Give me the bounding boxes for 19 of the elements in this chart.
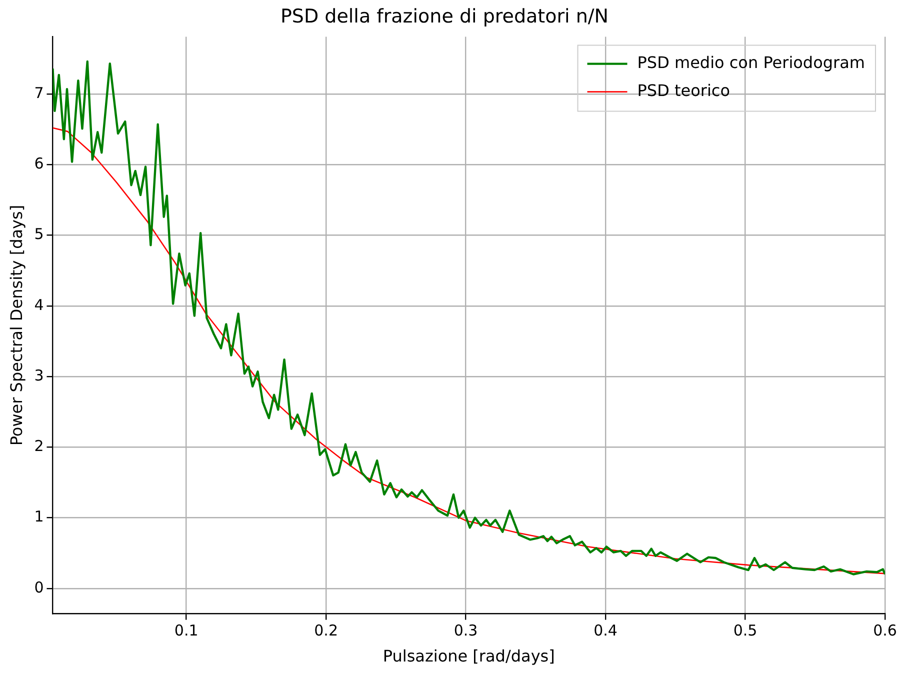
- y-axis-title: Power Spectral Density [days]: [6, 204, 26, 446]
- y-tick-label: 2: [34, 437, 44, 456]
- y-tick-label: 6: [34, 154, 44, 173]
- legend-label: PSD teorico: [637, 80, 730, 100]
- x-tick-label: 0.5: [733, 622, 758, 640]
- y-tick-label: 4: [34, 296, 44, 314]
- x-tick-label: 0.6: [873, 622, 897, 640]
- chart-title: PSD della frazione di predatori n/N: [280, 5, 609, 28]
- y-tick-label: 0: [34, 578, 44, 596]
- x-tick-label: 0.2: [314, 622, 338, 640]
- x-tick-label: 0.4: [594, 622, 618, 640]
- y-tick-label: 3: [34, 366, 44, 384]
- y-tick-label: 5: [34, 225, 44, 244]
- y-tick-label: 1: [34, 508, 44, 526]
- x-tick-label: 0.3: [454, 622, 478, 640]
- legend-label: PSD medio con Periodogram: [637, 52, 865, 72]
- y-tick-label: 7: [34, 84, 44, 102]
- x-tick-label: 0.1: [174, 622, 198, 640]
- x-axis-title: Pulsazione [rad/days]: [382, 646, 555, 666]
